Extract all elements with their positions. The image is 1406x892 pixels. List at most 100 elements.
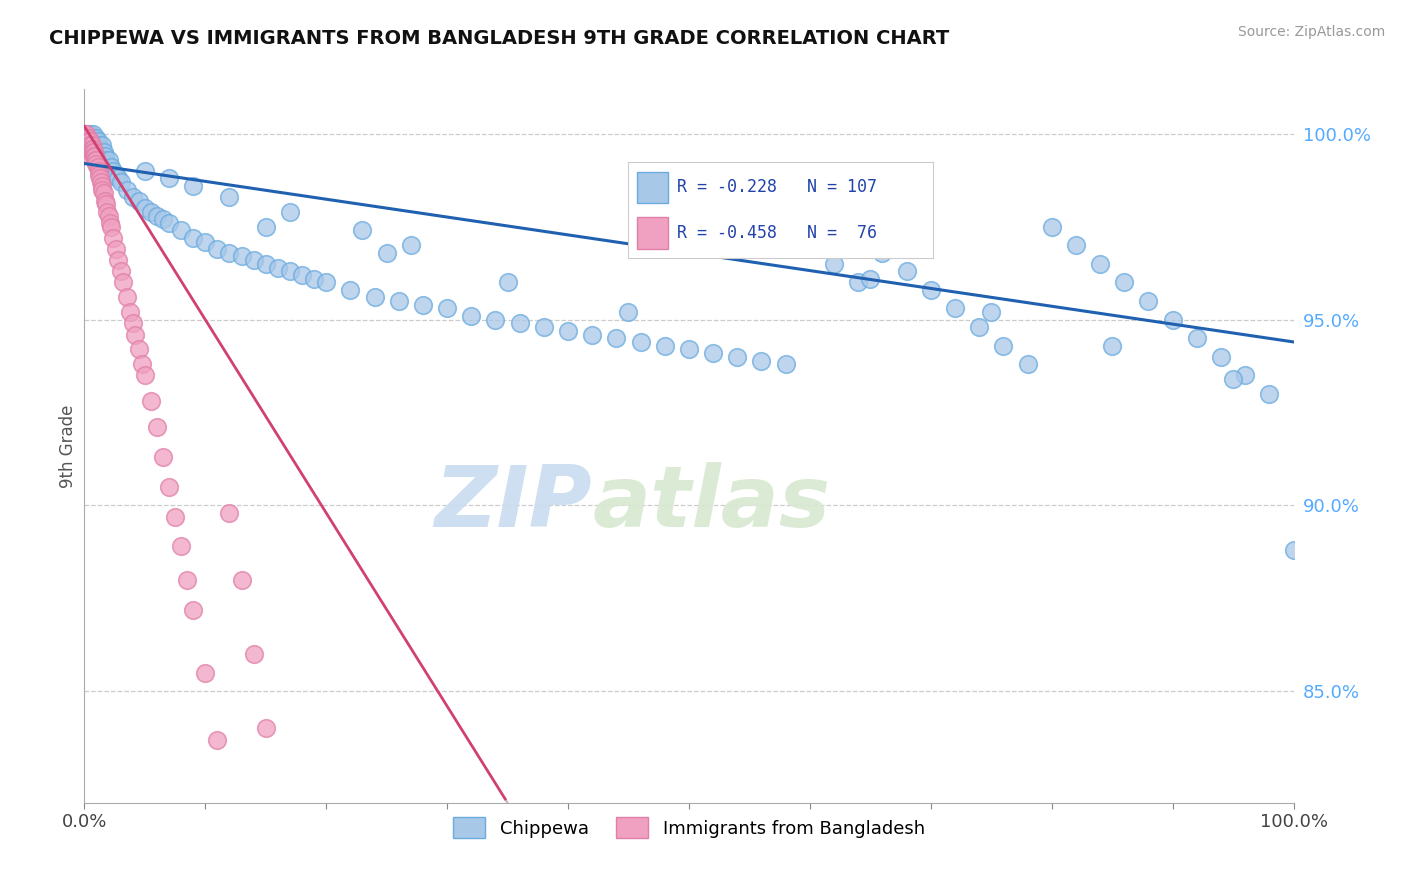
Point (96, 156, 118, 170)
Point (896, 264, 918, 278)
Point (194, 665, 217, 680)
Point (83, 138, 105, 153)
Point (139, 205, 162, 219)
Point (388, 294, 411, 309)
Point (77, 130, 100, 145)
Point (96, 205, 118, 219)
Point (1114, 276, 1136, 290)
Point (1101, 339, 1123, 353)
Point (87, 145, 110, 160)
Point (107, 253, 129, 268)
Point (484, 312, 506, 326)
Point (702, 346, 724, 360)
Point (121, 190, 143, 204)
Point (79, 149, 101, 163)
Point (496, 276, 519, 290)
Point (375, 245, 398, 260)
Point (134, 368, 156, 383)
Point (94, 149, 117, 163)
Point (339, 283, 361, 297)
Point (80, 145, 103, 160)
Point (181, 231, 204, 245)
Point (557, 324, 579, 338)
Point (91, 183, 114, 197)
Point (131, 357, 153, 371)
Point (80, 142, 103, 156)
Point (218, 506, 240, 520)
Point (157, 171, 180, 186)
Point (73, 134, 96, 148)
Point (278, 205, 301, 219)
Point (94, 153, 117, 167)
Point (678, 343, 700, 357)
Point (218, 190, 240, 204)
Point (104, 242, 127, 256)
Point (82, 142, 104, 156)
Point (97, 209, 120, 223)
Point (242, 647, 264, 661)
Point (267, 260, 290, 275)
Point (75, 127, 97, 141)
Point (86, 134, 108, 148)
Point (79, 127, 101, 141)
Point (120, 305, 142, 319)
Point (80, 138, 103, 153)
Point (76, 127, 98, 141)
Point (581, 327, 603, 342)
Point (90, 145, 112, 160)
Point (460, 309, 482, 323)
Point (254, 257, 277, 271)
Point (134, 164, 156, 178)
Point (86, 130, 108, 145)
Point (436, 301, 458, 316)
Point (77, 134, 100, 148)
Text: atlas: atlas (592, 461, 831, 545)
Point (73, 130, 96, 145)
Point (993, 339, 1015, 353)
Point (82, 145, 104, 160)
Point (1064, 238, 1087, 252)
Point (91, 178, 114, 193)
Point (76, 134, 98, 148)
Point (605, 331, 627, 345)
Point (170, 223, 193, 237)
Y-axis label: 9th Grade: 9th Grade (59, 404, 77, 488)
Point (1161, 312, 1184, 326)
Point (89, 142, 111, 156)
Point (100, 219, 122, 234)
Point (231, 573, 253, 587)
Point (115, 183, 138, 197)
Point (103, 164, 125, 178)
Point (181, 602, 204, 616)
Point (1258, 387, 1281, 401)
Point (859, 272, 882, 286)
Point (83, 149, 105, 163)
Point (77, 138, 100, 153)
Point (194, 235, 217, 249)
Point (533, 320, 555, 334)
Point (76, 138, 98, 153)
Point (967, 320, 990, 334)
Point (87, 138, 110, 153)
Point (124, 327, 146, 342)
Point (302, 272, 325, 286)
Point (738, 238, 761, 252)
Point (90, 175, 112, 189)
Point (872, 245, 894, 260)
Point (110, 175, 132, 189)
Point (73, 127, 96, 141)
Text: R = -0.458   N =  76: R = -0.458 N = 76 (676, 224, 877, 242)
Point (980, 305, 1002, 319)
Point (617, 305, 640, 319)
Bar (637, 171, 668, 203)
Point (83, 145, 105, 160)
Point (170, 539, 193, 553)
Point (363, 290, 385, 304)
Point (128, 343, 150, 357)
Point (1222, 372, 1244, 386)
Point (115, 290, 138, 304)
Point (79, 134, 101, 148)
Legend: Chippewa, Immigrants from Bangladesh: Chippewa, Immigrants from Bangladesh (446, 810, 932, 845)
Text: CHIPPEWA VS IMMIGRANTS FROM BANGLADESH 9TH GRADE CORRELATION CHART: CHIPPEWA VS IMMIGRANTS FROM BANGLADESH 9… (49, 29, 949, 47)
Point (110, 264, 132, 278)
